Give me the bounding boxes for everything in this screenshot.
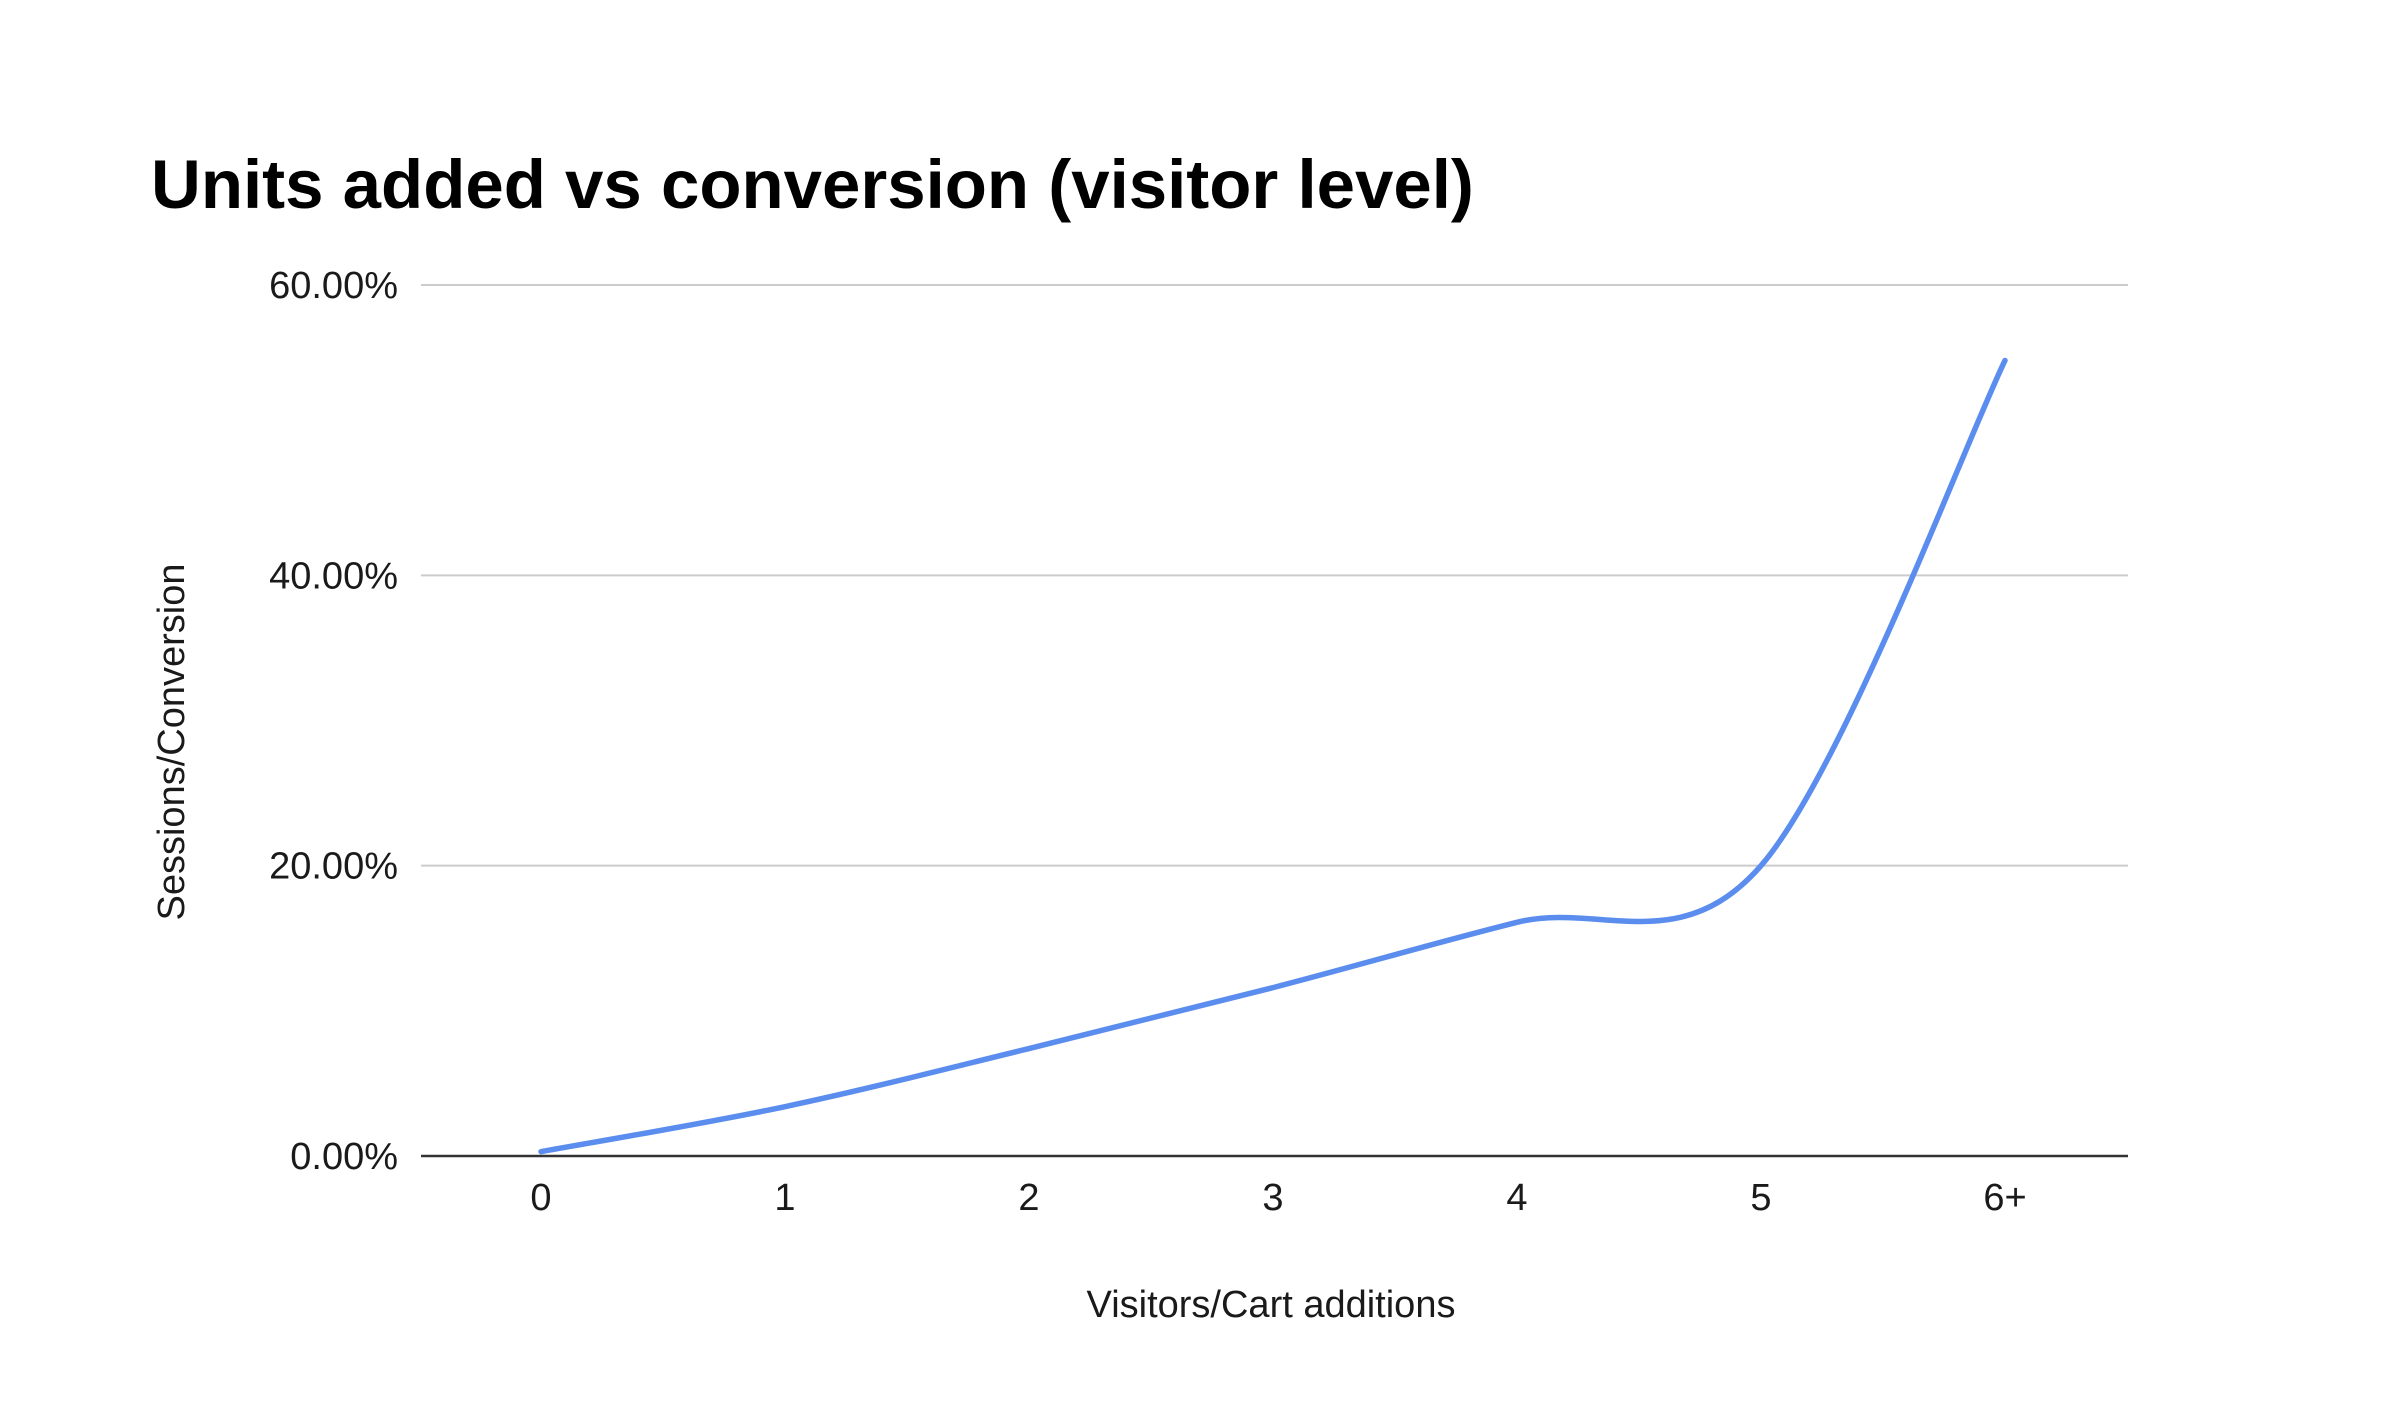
y-tick-label: 20.00%	[269, 846, 398, 888]
y-tick-label: 0.00%	[290, 1136, 398, 1178]
x-tick-label: 3	[1262, 1177, 1283, 1219]
y-tick-label: 40.00%	[269, 555, 398, 597]
x-tick-label: 5	[1750, 1177, 1771, 1219]
series-layer	[538, 357, 2008, 1155]
x-axis-ticks: 0 1 2 3 4 5 6+	[530, 1177, 2026, 1219]
x-tick-label: 2	[1018, 1177, 1039, 1219]
x-tick-label: 4	[1506, 1177, 1527, 1219]
series-line	[538, 357, 2008, 1155]
y-axis-ticks: 0.00% 20.00% 40.00% 60.00%	[269, 265, 398, 1178]
gridlines	[421, 284, 2128, 1158]
x-tick-label: 0	[530, 1177, 551, 1219]
x-axis-label: Visitors/Cart additions	[1087, 1284, 1456, 1326]
y-axis-label: Sessions/Conversion	[151, 564, 193, 921]
x-tick-label: 6+	[1983, 1177, 2026, 1219]
y-tick-label: 60.00%	[269, 265, 398, 307]
x-tick-label: 1	[774, 1177, 795, 1219]
chart-title: Units added vs conversion (visitor level…	[151, 146, 1474, 223]
